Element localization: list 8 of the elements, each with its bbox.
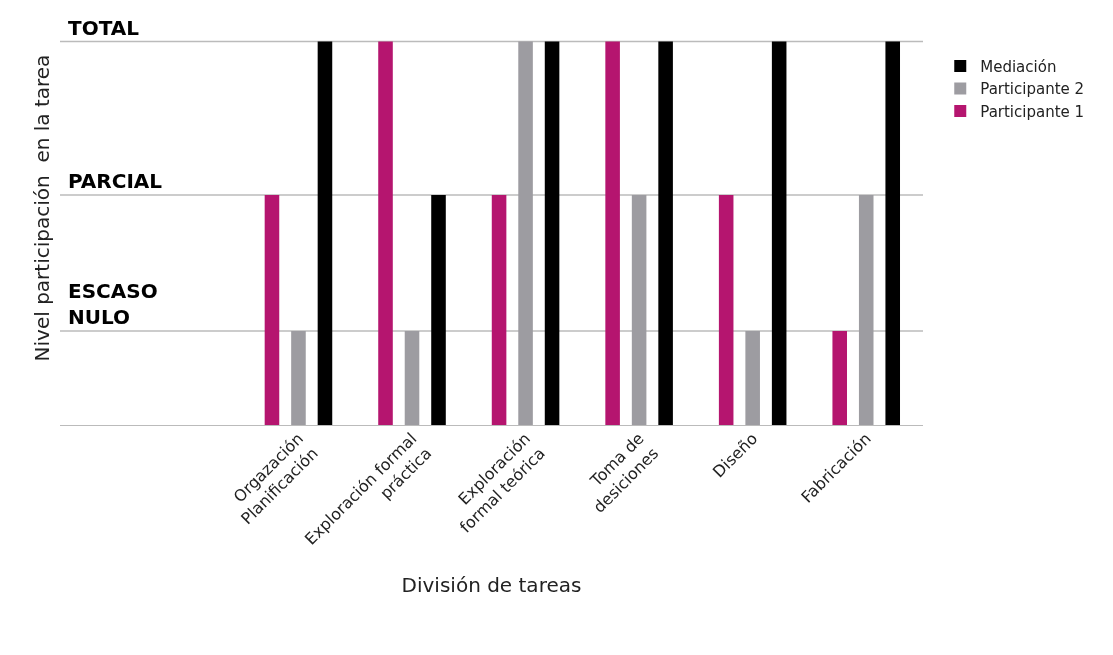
x-axis-title: División de tareas [401,572,582,597]
ref-line-label: TOTAL [68,16,140,40]
text: Nivel participación en la tarea [29,54,54,362]
legend-label: Mediación [980,57,1057,76]
legend-label: Participante 1 [980,102,1085,121]
ref-line-label: ESCASO NULO [68,279,158,329]
ref-line-label: PARCIAL [68,169,163,193]
legend-label: Participante 2 [980,80,1085,99]
